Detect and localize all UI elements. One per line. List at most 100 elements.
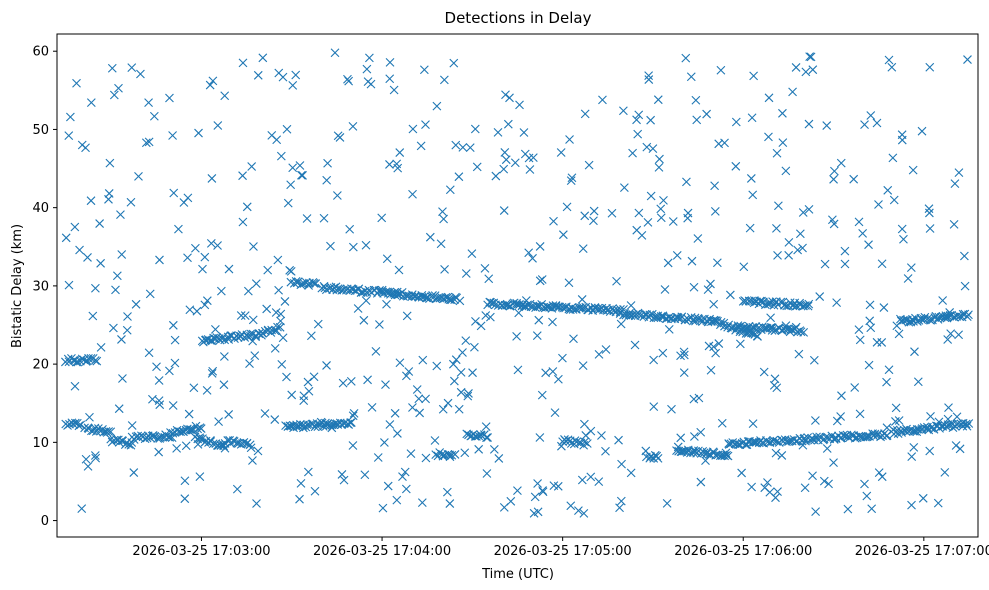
detection-point [393, 290, 403, 300]
detection-point [811, 507, 820, 517]
detection-point [122, 325, 132, 335]
detection-point [808, 471, 817, 481]
detection-point [512, 298, 522, 308]
detection-point [658, 348, 668, 358]
detection-point [373, 453, 383, 462]
detection-point [690, 432, 699, 441]
detection-point [90, 356, 100, 365]
detection-point [679, 368, 689, 378]
detection-point [532, 331, 542, 340]
detection-point [949, 220, 959, 229]
detection-point [179, 427, 188, 437]
detection-point [414, 394, 424, 404]
detection-point [309, 372, 319, 382]
detection-point [725, 290, 735, 300]
detection-point [799, 328, 809, 337]
detection-point [535, 276, 545, 286]
detection-point [748, 419, 758, 429]
detection-point [361, 296, 371, 305]
detection-point [323, 158, 332, 168]
detection-point [400, 467, 410, 477]
detection-point [249, 242, 258, 251]
detection-point [104, 194, 113, 204]
detection-point [614, 435, 623, 445]
detection-point [385, 160, 394, 169]
detection-point [778, 108, 787, 118]
detection-point [617, 459, 626, 469]
detection-point [791, 322, 801, 332]
detection-point [170, 335, 180, 345]
detection-point [910, 347, 919, 357]
detection-point [450, 450, 460, 459]
detection-point [906, 316, 915, 326]
detection-point [248, 315, 258, 325]
detection-point [865, 300, 875, 310]
detection-point [747, 113, 757, 123]
detection-point [345, 224, 355, 234]
detection-point [77, 140, 87, 150]
detection-point [131, 432, 141, 442]
detection-point [392, 495, 402, 505]
detection-point [654, 162, 664, 172]
detection-point [686, 72, 696, 82]
detection-point [141, 138, 151, 148]
detection-point [408, 189, 417, 199]
detection-point [672, 250, 682, 260]
detection-point [579, 509, 589, 518]
detection-point [917, 126, 927, 136]
detection-point [806, 52, 816, 62]
detection-point [109, 90, 119, 100]
detection-point [679, 350, 689, 360]
detection-point [557, 441, 566, 451]
detection-point [549, 216, 558, 226]
detection-point [193, 424, 203, 434]
detection-point [96, 342, 106, 352]
detection-point [412, 385, 422, 394]
detection-point [945, 308, 955, 317]
detection-point [86, 196, 96, 206]
detection-point [566, 176, 576, 186]
detection-point [804, 119, 814, 129]
detection-point [514, 308, 524, 318]
detection-point [476, 431, 486, 440]
detection-point [310, 486, 320, 496]
detection-point [696, 427, 706, 437]
detection-point [933, 498, 943, 508]
detection-point [811, 416, 820, 425]
detection-point [468, 368, 477, 378]
detection-point [897, 130, 907, 140]
detection-point [200, 252, 210, 262]
detection-point [952, 412, 962, 422]
detection-point [270, 343, 280, 353]
detection-point [363, 375, 372, 385]
detection-point [943, 414, 953, 424]
detection-point [566, 439, 576, 448]
detection-point [524, 248, 534, 258]
detection-point [535, 242, 545, 251]
detection-point [379, 438, 389, 447]
detection-point [401, 371, 411, 381]
detection-point [739, 262, 749, 272]
detection-point [537, 390, 547, 400]
detection-point [924, 204, 934, 214]
detection-point [809, 355, 819, 365]
detection-point [123, 312, 132, 321]
detection-point [909, 443, 919, 452]
detection-point [643, 218, 653, 227]
detection-point [919, 423, 929, 432]
detection-point [548, 367, 558, 376]
detection-point [780, 300, 790, 310]
detection-point [619, 183, 629, 193]
detection-point [443, 398, 453, 408]
detection-point [584, 160, 594, 170]
detection-point [819, 476, 829, 486]
y-tick-label: 0 [41, 514, 49, 529]
detection-point [940, 467, 950, 477]
detection-point [564, 278, 574, 288]
detection-point [481, 422, 491, 432]
detection-point [154, 396, 164, 405]
detection-point [769, 435, 778, 445]
detection-point [637, 230, 647, 240]
detection-point [421, 293, 431, 303]
detection-point [385, 57, 395, 67]
